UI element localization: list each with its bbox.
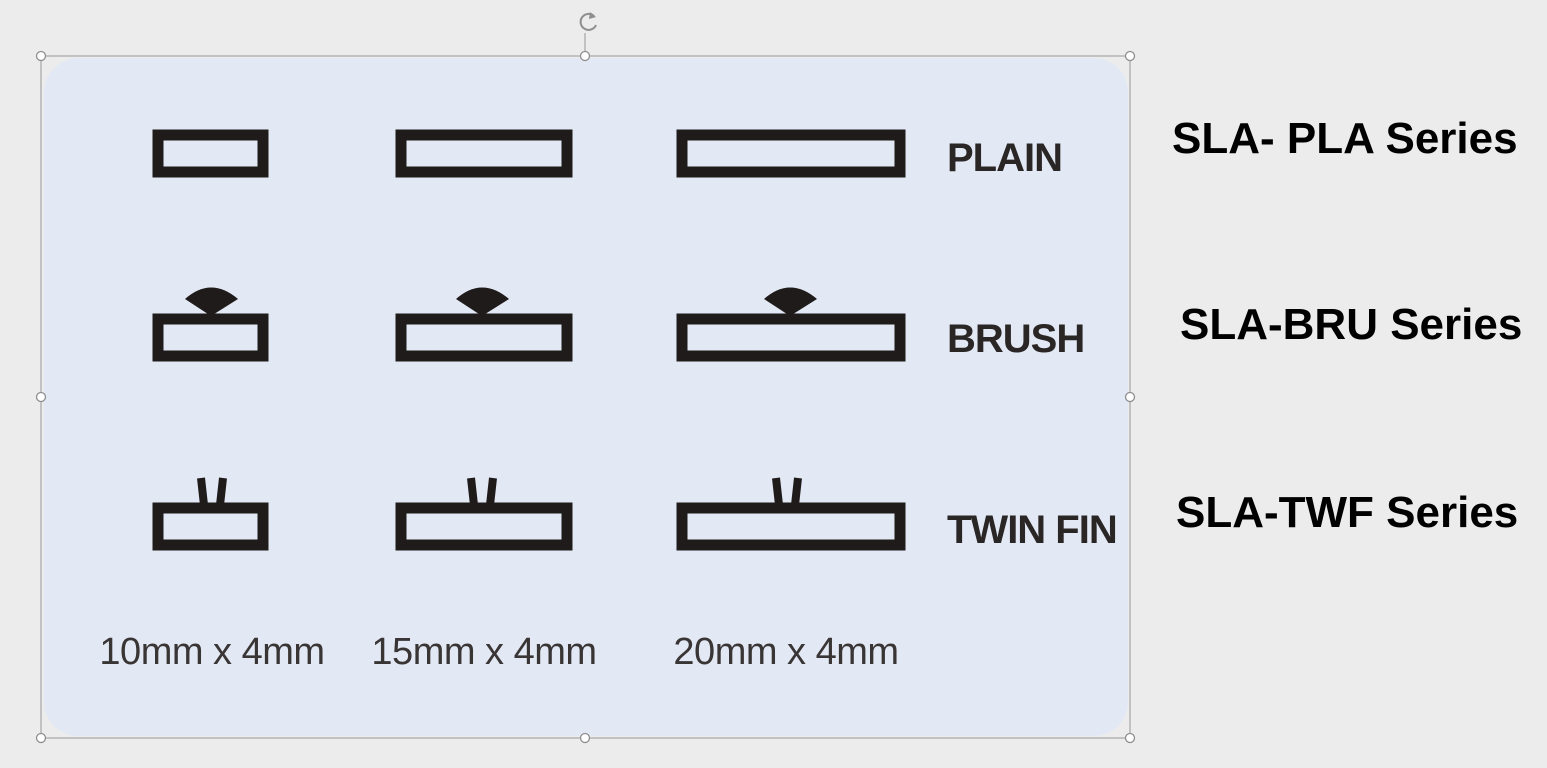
brush-profile-20mm	[676, 287, 906, 362]
profile-diagram-image[interactable]: PLAIN BRUSH TWIN FIN 10mm x 4mm 15mm x 4…	[44, 58, 1128, 736]
resize-handle-right[interactable]	[1124, 391, 1136, 403]
series-label-pla[interactable]: SLA- PLA Series	[1172, 114, 1518, 163]
resize-handle-bottom-left[interactable]	[35, 732, 47, 744]
twin-fin-profile-10mm	[152, 477, 269, 551]
size-label-20mm: 20mm x 4mm	[673, 631, 898, 673]
plain-profile-10mm	[152, 129, 269, 178]
brush-profile-15mm	[395, 287, 573, 362]
resize-handle-top-right[interactable]	[1124, 50, 1136, 62]
plain-profile-15mm	[395, 129, 573, 178]
rotate-handle-icon[interactable]	[579, 12, 597, 31]
plain-profile-20mm	[676, 129, 906, 178]
row-label-plain: PLAIN	[947, 136, 1062, 180]
resize-handle-bottom[interactable]	[579, 732, 591, 744]
resize-handle-top-left[interactable]	[35, 50, 47, 62]
size-label-15mm: 15mm x 4mm	[371, 631, 596, 673]
resize-handle-top[interactable]	[579, 50, 591, 62]
row-label-twin-fin: TWIN FIN	[947, 508, 1117, 552]
brush-profile-10mm	[152, 287, 269, 362]
resize-handle-bottom-right[interactable]	[1124, 732, 1136, 744]
resize-handle-left[interactable]	[35, 391, 47, 403]
size-label-10mm: 10mm x 4mm	[99, 631, 324, 673]
series-label-bru[interactable]: SLA-BRU Series	[1180, 300, 1523, 349]
twin-fin-profile-15mm	[395, 477, 573, 551]
row-label-brush: BRUSH	[947, 317, 1084, 361]
image-background	[44, 58, 1128, 736]
twin-fin-profile-20mm	[676, 477, 906, 551]
series-label-twf[interactable]: SLA-TWF Series	[1176, 488, 1519, 537]
